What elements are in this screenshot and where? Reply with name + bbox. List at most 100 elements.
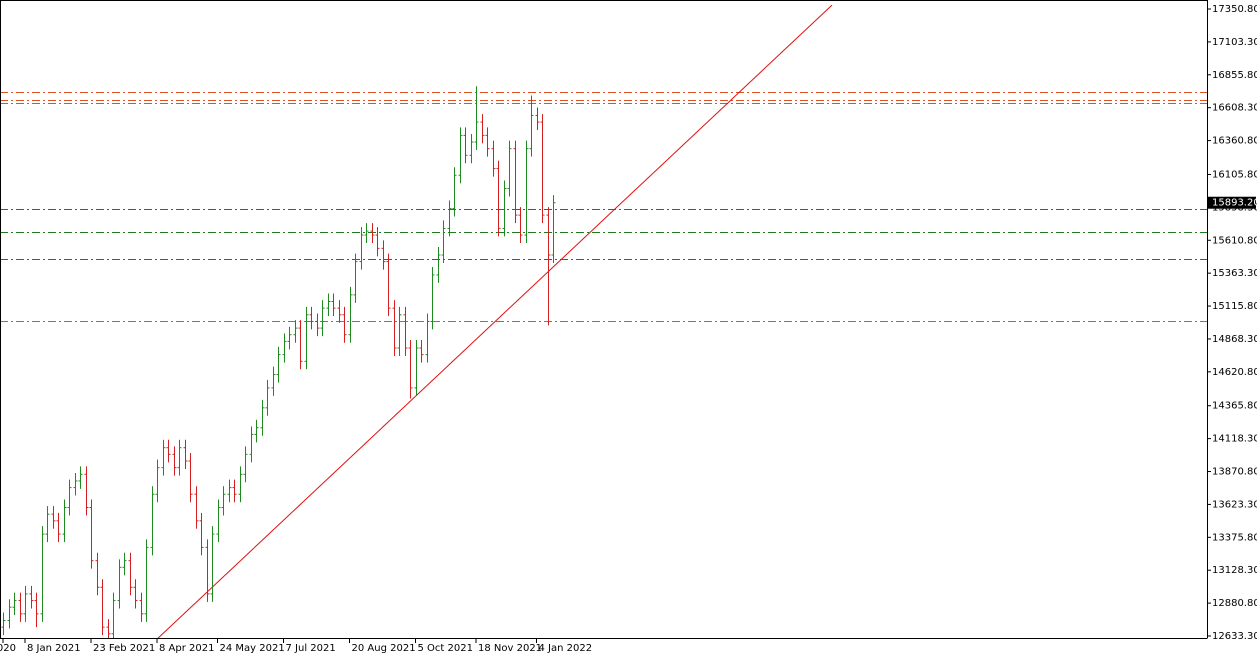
x-tick-label: 8 Jan 2021	[27, 643, 81, 654]
ohlc-bar	[111, 592, 116, 638]
ohlc-bar	[84, 466, 89, 516]
ohlc-bar	[502, 180, 507, 237]
ohlc-bar	[375, 227, 380, 257]
ohlc-bar	[359, 227, 364, 270]
y-tick-label: 17350.80	[1212, 4, 1257, 15]
ohlc-bar	[199, 512, 204, 556]
ohlc-bar	[188, 453, 193, 503]
ohlc-bar	[518, 207, 523, 244]
ohlc-bar	[507, 140, 512, 197]
ohlc-bar	[414, 340, 419, 396]
y-tick-label: 16608.30	[1212, 103, 1257, 114]
ohlc-bar	[535, 107, 540, 131]
ohlc-bar	[7, 599, 12, 629]
ohlc-bar	[1, 612, 6, 636]
ohlc-bar	[452, 167, 457, 217]
ohlc-bar	[342, 306, 347, 343]
x-tick-label: 24 May 2021	[220, 643, 285, 654]
ohlc-bar	[106, 619, 111, 638]
ohlc-bar	[458, 127, 463, 184]
y-tick-label: 14868.30	[1212, 334, 1257, 345]
ohlc-bar	[12, 592, 17, 616]
ohlc-bar	[529, 95, 534, 157]
ohlc-bar	[496, 160, 501, 237]
x-tick-label: 20 Aug 2021	[352, 643, 416, 654]
ohlc-bar	[78, 466, 83, 489]
ohlc-bar	[133, 579, 138, 609]
ohlc-bar	[419, 340, 424, 363]
y-tick-label: 13375.80	[1212, 532, 1257, 543]
ohlc-bar	[166, 439, 171, 463]
ohlc-bar	[177, 439, 182, 476]
ohlc-bar	[265, 379, 270, 416]
ohlc-bar	[546, 207, 551, 326]
ohlc-bar	[540, 114, 545, 224]
ohlc-bar	[183, 439, 188, 469]
ohlc-bar	[331, 293, 336, 317]
ohlc-bar	[513, 140, 518, 224]
ohlc-bar	[117, 559, 122, 609]
ohlc-bar	[474, 86, 479, 150]
ohlc-bar	[392, 300, 397, 356]
ohlc-bar	[524, 140, 529, 244]
ohlc-bar	[161, 439, 166, 476]
ohlc-bar	[353, 253, 358, 303]
ohlc-bar	[73, 472, 78, 496]
x-tick-label: 4 Jan 2022	[539, 643, 593, 654]
ohlc-bar	[249, 426, 254, 463]
y-tick-label: 14118.30	[1212, 434, 1257, 445]
ohlc-bar	[205, 539, 210, 602]
y-tick-label: 12880.80	[1212, 598, 1257, 609]
ohlc-bar	[29, 585, 34, 609]
ohlc-bar	[210, 526, 215, 602]
y-tick-label: 13870.80	[1212, 467, 1257, 478]
ohlc-bar	[348, 286, 353, 343]
ohlc-bar	[480, 114, 485, 144]
ohlc-bar	[551, 195, 556, 263]
ohlc-bar	[238, 466, 243, 503]
ohlc-bar	[18, 592, 23, 622]
ohlc-bar	[62, 499, 67, 543]
ohlc-bar	[260, 399, 265, 436]
x-tick-label: 18 Nov 2021	[478, 643, 542, 654]
ohlc-bar	[155, 459, 160, 503]
ohlc-bar	[100, 579, 105, 636]
ohlc-bar	[40, 526, 45, 622]
ohlc-bar	[298, 320, 303, 370]
plot-area	[0, 4, 1207, 638]
y-tick-label: 13623.30	[1212, 499, 1257, 510]
ohlc-bar	[491, 140, 496, 177]
ohlc-bar	[45, 506, 50, 543]
y-tick-label: 16360.80	[1212, 136, 1257, 147]
ohlc-bar	[436, 247, 441, 283]
ohlc-bar	[56, 512, 61, 543]
y-tick-label: 13128.30	[1212, 565, 1257, 576]
ohlc-bar	[326, 293, 331, 317]
ohlc-bar	[89, 499, 94, 569]
y-tick-label: 12633.30	[1212, 631, 1257, 642]
ohlc-bar	[216, 499, 221, 543]
y-tick-label: 14620.80	[1212, 367, 1257, 378]
y-tick-label: 15610.80	[1212, 235, 1257, 246]
y-tick-label: 16855.80	[1212, 70, 1257, 81]
ohlc-bar	[254, 419, 259, 443]
ohlc-bar	[320, 300, 325, 337]
ohlc-bar	[315, 313, 320, 337]
trendline	[157, 4, 833, 638]
x-tick-label: 2020	[0, 643, 16, 654]
ohlc-bar	[337, 300, 342, 323]
ohlc-bar	[408, 340, 413, 399]
price-label: 15893.20	[1212, 198, 1257, 209]
ohlc-bar	[23, 585, 28, 622]
ohlc-bar	[221, 486, 226, 516]
x-tick-label: 8 Apr 2021	[159, 643, 214, 654]
ohlc-bar	[122, 552, 127, 576]
ohlc-bar	[381, 240, 386, 270]
x-tick-label: 23 Feb 2021	[93, 643, 155, 654]
ohlc-bar	[386, 253, 391, 317]
ohlc-bar	[441, 220, 446, 263]
ohlc-bar	[282, 333, 287, 363]
